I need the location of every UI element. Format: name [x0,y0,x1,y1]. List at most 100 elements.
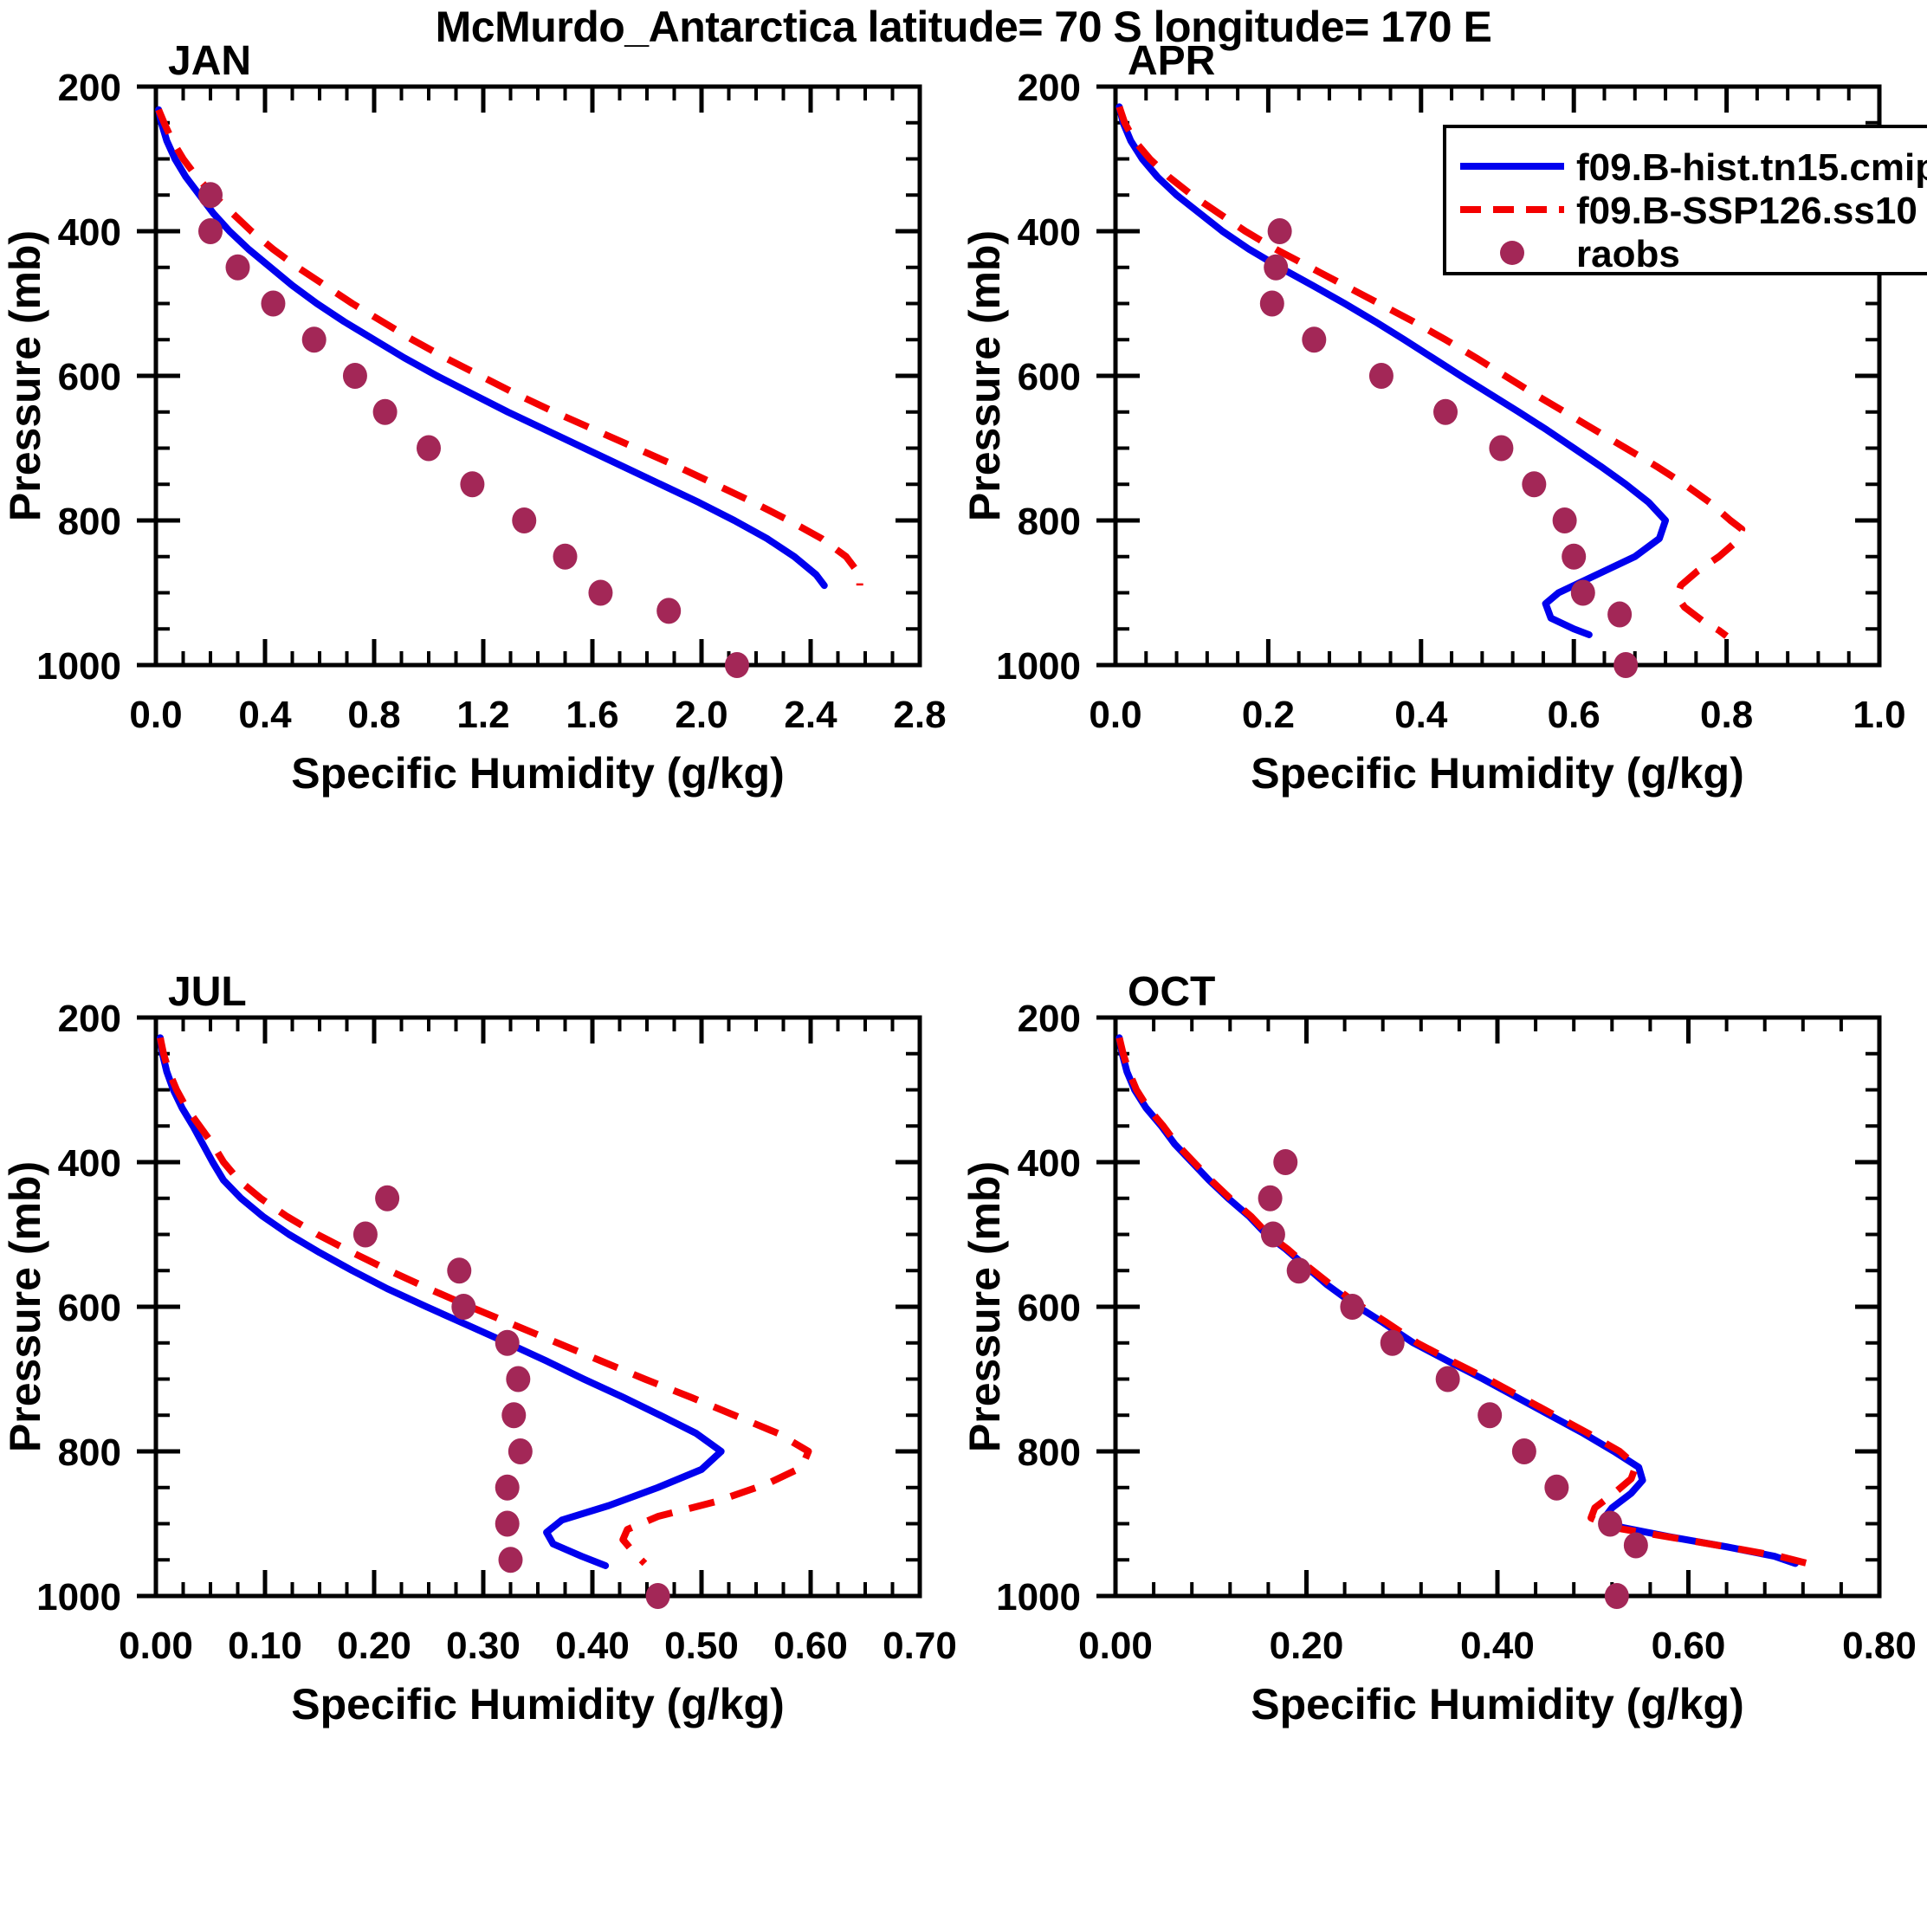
x-tick-label: 0.00 [1078,1625,1153,1667]
x-tick-label: 0.2 [1242,694,1295,736]
x-tick-label: 0.8 [1700,694,1753,736]
x-tick-label: 0.50 [664,1625,739,1667]
raobs-point [506,1366,531,1392]
series-line-ssp [1115,106,1746,639]
raobs-point [1489,435,1514,462]
y-tick-label: 800 [58,1431,121,1474]
raobs-point [495,1510,520,1537]
x-axis-title: Specific Humidity (g/kg) [1251,1680,1744,1728]
raobs-point [1552,507,1577,533]
x-tick-label: 0.8 [347,694,400,736]
y-tick-label: 800 [58,501,121,543]
x-tick-label: 0.60 [773,1625,848,1667]
y-axis-jan: 200 400 600 800 1000 [36,67,920,688]
plot-oct: 0.00 0.20 0.40 0.60 0.80 200 400 600 800 1000 OCT S… [960,969,1917,1728]
legend-label-2: raobs [1576,233,1680,275]
raobs-point [1435,1366,1460,1392]
panel-apr: 0.0 0.2 0.4 0.6 0.8 1.0 200 400 600 800 1000 APR Spe… [960,35,1927,966]
panel-oct: 0.00 0.20 0.40 0.60 0.80 200 400 600 800 1000 OCT S… [960,966,1927,1896]
x-tick-label: 0.20 [1270,1625,1344,1667]
x-axis-oct: 0.00 0.20 0.40 0.60 0.80 [1078,1018,1917,1667]
raobs-point [588,579,613,606]
x-axis-title: Specific Humidity (g/kg) [291,749,785,798]
raobs-point [1478,1402,1503,1429]
legend-swatch-raobs [1500,241,1524,265]
raobs-point [451,1294,476,1320]
raobs-point [656,598,682,624]
raobs-point [724,652,749,678]
y-tick-label: 1000 [996,1576,1081,1619]
plot-apr: 0.0 0.2 0.4 0.6 0.8 1.0 200 400 600 800 1000 APR Spe… [960,38,1927,798]
x-tick-label: 1.2 [456,694,509,736]
raobs-point [512,507,537,533]
raobs-point [1380,1329,1405,1356]
series-line-hist [157,1034,725,1569]
raobs-point [508,1438,533,1464]
raobs-point [342,363,367,389]
y-tick-label: 600 [58,356,121,398]
x-tick-label: 2.4 [784,694,837,736]
y-tick-label: 400 [1018,1142,1081,1185]
series-line-ssp [157,1037,812,1567]
x-tick-label: 2.8 [893,694,946,736]
plot-frame [153,84,922,668]
panel-label-apr: APR [1128,38,1215,84]
legend-label-1: f09.B-SSP126.ss10 [1576,190,1917,232]
panel-jan: 0.0 0.4 0.8 1.2 1.6 2.0 2.4 2.8 200 400 600 800 1000… [0,35,967,966]
x-tick-label: 0.4 [1394,694,1448,736]
x-axis-apr: 0.0 0.2 0.4 0.6 0.8 1.0 [1089,87,1906,736]
series-line-ssp [155,108,863,586]
raobs-point [352,1221,378,1248]
x-axis-title: Specific Humidity (g/kg) [1251,749,1744,798]
y-axis-oct: 200 400 600 800 1000 [996,998,1879,1619]
series-line-hist [1115,1034,1799,1567]
y-tick-label: 800 [1018,501,1081,543]
raobs-point [447,1257,472,1284]
y-axis-title: Pressure (mb) [960,230,1009,521]
y-tick-label: 800 [1018,1431,1081,1474]
raobs-point [1368,363,1394,389]
panel-label-jul: JUL [168,969,247,1015]
plot-frame [1113,1015,1882,1599]
series-line-hist [155,106,828,590]
y-axis-jul: 200 400 600 800 1000 [36,998,920,1619]
raobs-point [1613,652,1639,678]
raobs-point [372,398,398,425]
x-axis-title: Specific Humidity (g/kg) [291,1680,785,1728]
panel-label-oct: OCT [1128,969,1215,1015]
raobs-point [375,1185,400,1212]
raobs-point [1623,1532,1648,1559]
y-tick-label: 1000 [36,1576,121,1619]
x-tick-label: 0.70 [883,1625,957,1667]
raobs-point [1598,1510,1623,1537]
series-line-hist [1115,103,1670,638]
y-tick-label: 600 [58,1287,121,1329]
raobs-point [1302,326,1327,353]
series-raobs [1258,1149,1648,1609]
raobs-point [1607,601,1633,628]
legend-box [1443,125,1927,275]
raobs-point [1433,398,1458,425]
y-tick-label: 200 [1018,998,1081,1040]
y-tick-label: 400 [1018,211,1081,254]
raobs-point [261,290,286,317]
raobs-point [1260,1221,1285,1248]
raobs-point [495,1474,520,1501]
x-axis-jan: 0.0 0.4 0.8 1.2 1.6 2.0 2.4 2.8 [129,87,947,736]
raobs-point [1522,471,1547,498]
raobs-point [1267,218,1292,244]
raobs-point [1273,1149,1298,1175]
y-tick-label: 200 [58,67,121,109]
x-tick-label: 0.40 [555,1625,630,1667]
raobs-point [1340,1294,1365,1320]
raobs-point [1286,1257,1311,1284]
series-raobs [198,182,749,678]
y-axis-title: Pressure (mb) [960,1161,1009,1452]
x-tick-label: 0.0 [129,694,182,736]
y-tick-label: 400 [58,1142,121,1185]
y-axis-title: Pressure (mb) [1,230,49,521]
x-tick-label: 1.0 [1853,694,1905,736]
x-axis-jul: 0.00 0.10 0.20 0.30 0.40 0.50 0.60 0.70 [119,1018,957,1667]
raobs-point [198,218,223,244]
x-tick-label: 0.4 [238,694,292,736]
